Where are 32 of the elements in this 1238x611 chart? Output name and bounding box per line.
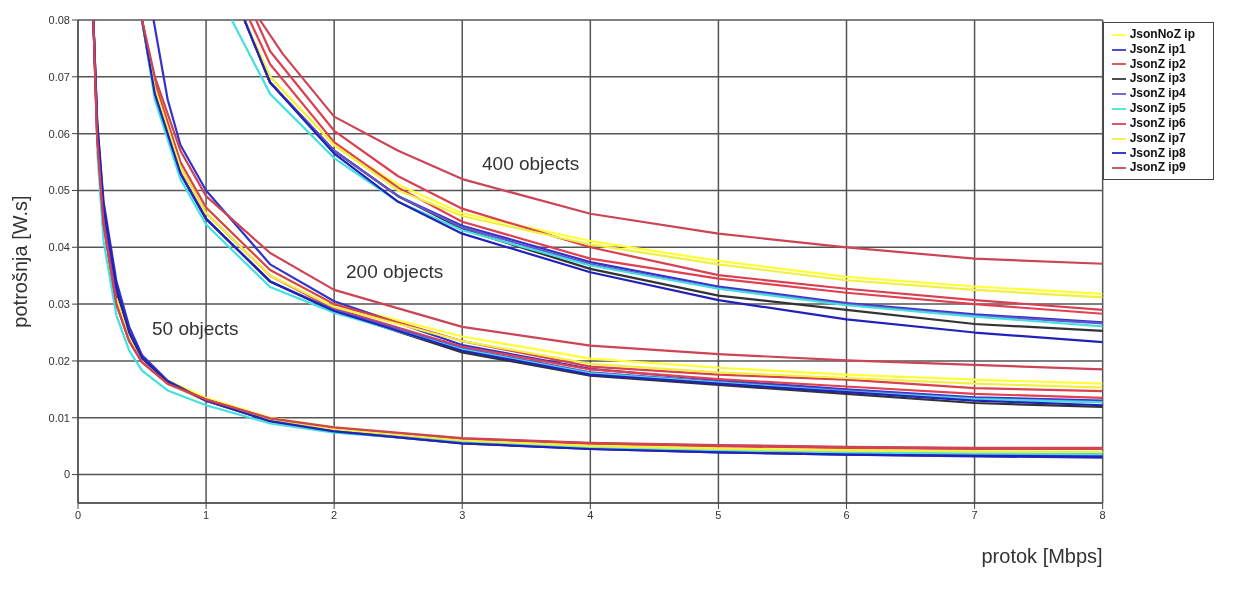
y-tick-label: 0 <box>63 468 70 481</box>
legend-label: JsonNoZ ip <box>1129 27 1195 41</box>
x-tick-label: 6 <box>843 508 850 521</box>
x-tick-label: 7 <box>971 508 978 521</box>
y-tick-label: 0.07 <box>48 70 70 83</box>
y-tick-label: 0.02 <box>48 354 70 367</box>
x-tick-label: 2 <box>331 508 338 521</box>
legend-label: JsonZ ip6 <box>1129 115 1186 130</box>
y-axis-title: potrošnja [W.s] <box>9 195 32 328</box>
annotation: 400 objects <box>482 153 580 175</box>
legend-label: JsonZ ip3 <box>1129 71 1186 86</box>
legend-label: JsonZ ip7 <box>1129 130 1186 145</box>
y-tick-label: 0.03 <box>48 298 70 311</box>
x-tick-label: 8 <box>1099 508 1106 521</box>
y-tick-label: 0.04 <box>48 241 70 254</box>
x-tick-label: 1 <box>203 508 210 521</box>
annotation: 200 objects <box>346 261 444 283</box>
legend-label: JsonZ ip5 <box>1129 101 1186 116</box>
x-tick-label: 0 <box>74 508 82 521</box>
legend-label: JsonZ ip4 <box>1129 86 1186 101</box>
x-axis-title: protok [Mbps] <box>981 545 1103 567</box>
legend-label: JsonZ ip1 <box>1129 41 1186 56</box>
y-tick-label: 0.05 <box>48 184 70 197</box>
y-tick-label: 0.01 <box>48 411 70 424</box>
legend-label: JsonZ ip8 <box>1129 145 1186 160</box>
x-tick-label: 3 <box>459 508 466 521</box>
legend-label: JsonZ ip9 <box>1129 160 1186 175</box>
x-tick-label: 4 <box>587 508 594 521</box>
x-tick-label: 5 <box>715 508 722 521</box>
y-tick-label: 0.06 <box>48 127 70 140</box>
y-tick-label: 0.08 <box>48 13 70 26</box>
legend-label: JsonZ ip2 <box>1129 56 1186 71</box>
